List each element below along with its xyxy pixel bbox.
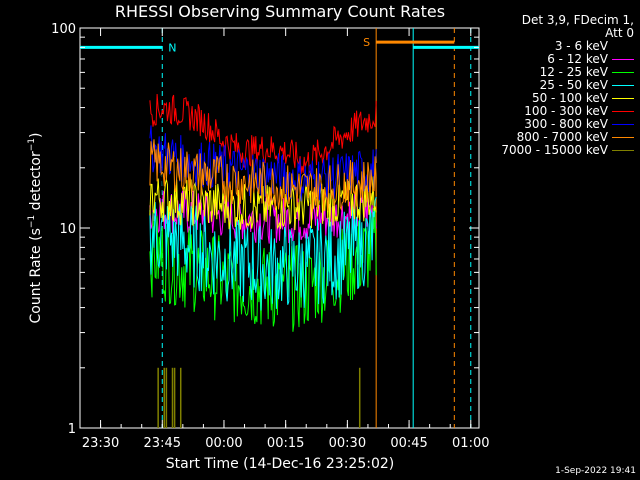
legend-swatch [612, 85, 634, 86]
x-tick-label: 23:45 [144, 436, 181, 451]
legend-entry: 25 - 50 keV [470, 79, 638, 92]
series-line [149, 93, 377, 175]
y-axis-label-mid: detector [28, 151, 44, 215]
series-line [149, 139, 377, 212]
legend-rows: 3 - 6 keV 6 - 12 keV 12 - 25 keV 25 - 50 ke… [470, 40, 638, 157]
legend-entry-label: 50 - 100 keV [531, 91, 608, 105]
y-tick-label: 10 [59, 222, 76, 237]
series-line [149, 196, 377, 311]
x-tick-label: 00:15 [267, 436, 304, 451]
x-tick-label: 00:00 [205, 436, 242, 451]
series-line [149, 190, 377, 244]
series-layer [149, 93, 377, 428]
axis-layer: 23:30 23:45 00:00 00:15 00:30 00:45 01:00 1 10 10… [51, 22, 489, 451]
x-axis-label: Start Time (14-Dec-16 23:25:02) [166, 456, 394, 472]
legend-swatch [612, 98, 634, 99]
legend-swatch [612, 59, 634, 60]
chart-title: RHESSI Observing Summary Count Rates [115, 2, 445, 21]
y-axis-label-main: Count Rate (s [28, 228, 44, 323]
x-tick-label: 01:00 [452, 436, 489, 451]
x-tick-label: 23:30 [82, 436, 119, 451]
legend-entry-label: 300 - 800 keV [524, 117, 608, 131]
x-tick-label: 00:30 [329, 436, 366, 451]
legend-header-line1: Det 3,9, FDecim 1, [521, 13, 634, 27]
x-tick-label: 00:45 [390, 436, 427, 451]
legend-entry: 300 - 800 keV [470, 118, 638, 131]
legend-entry-label: 100 - 300 keV [524, 104, 608, 118]
y-tick-label: 1 [68, 422, 76, 437]
y-axis-label-exp2: −1 [27, 138, 37, 151]
legend-entry-label: 25 - 50 keV [539, 78, 608, 92]
legend-swatch [612, 72, 634, 73]
legend-swatch [612, 46, 634, 48]
flag-label: S [363, 36, 370, 49]
legend-entry: 7000 - 15000 keV [470, 144, 638, 157]
legend-entry: 50 - 100 keV [470, 92, 638, 105]
legend-header-line2: Att 0 [605, 26, 634, 40]
legend-entry: 6 - 12 keV [470, 53, 638, 66]
legend-entry-label: 3 - 6 keV [554, 39, 608, 53]
legend-entry-label: 6 - 12 keV [547, 52, 608, 66]
legend-swatch [612, 124, 634, 125]
y-axis-label-exp1: −1 [27, 215, 37, 228]
flag-label: N [168, 41, 176, 54]
footer-date: 1-Sep-2022 19:41 [555, 466, 636, 476]
legend-swatch [612, 111, 634, 112]
legend-entry-label: 7000 - 15000 keV [501, 143, 608, 157]
y-axis-label: Count Rate (s−1 detector−1) [27, 133, 44, 324]
legend-entry: 800 - 7000 keV [470, 131, 638, 144]
y-tick-label: 100 [51, 22, 76, 37]
series-line [149, 176, 377, 231]
legend-entry: 12 - 25 keV [470, 66, 638, 79]
legend-entry-label: 12 - 25 keV [539, 65, 608, 79]
legend-swatch [612, 137, 634, 138]
legend-swatch [612, 150, 634, 151]
legend-entry: 3 - 6 keV [470, 40, 638, 53]
legend-entry-label: 800 - 7000 keV [516, 130, 608, 144]
legend-entry: 100 - 300 keV [470, 105, 638, 118]
legend: Det 3,9, FDecim 1, Att 0 3 - 6 keV 6 - 12… [470, 14, 638, 157]
y-axis-label-close: ) [28, 133, 44, 138]
